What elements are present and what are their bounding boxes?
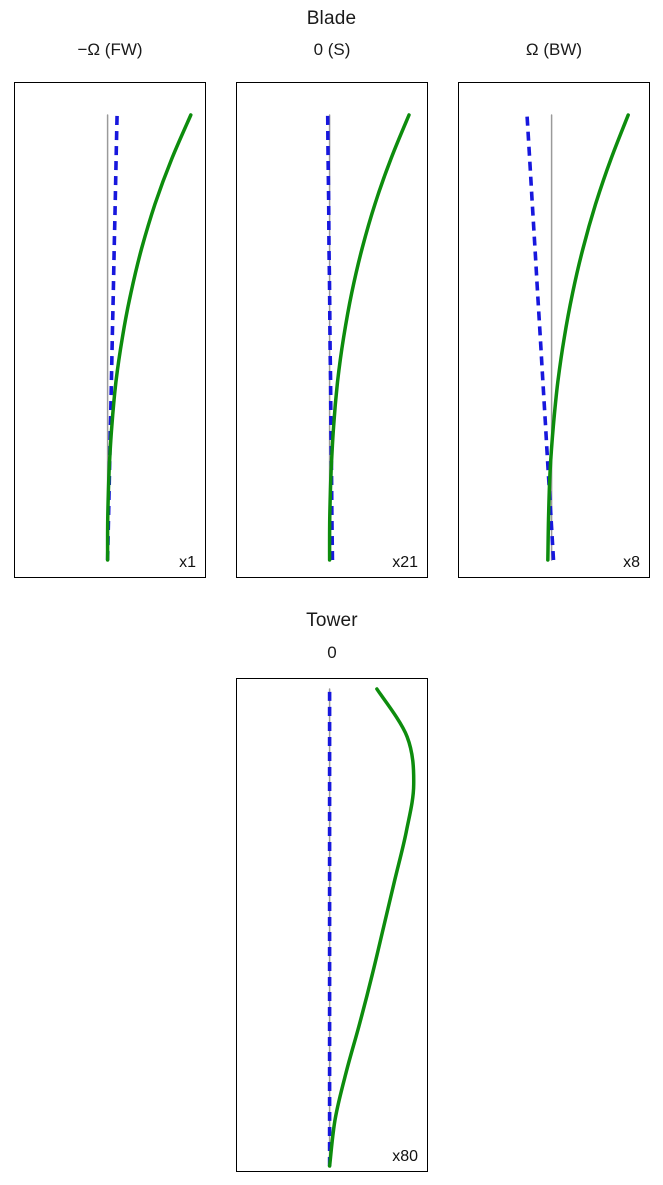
scale-label-blade-bw: x8 xyxy=(623,554,640,571)
panel-label-tower: 0 xyxy=(327,643,337,662)
panel-blade-fw: x1 xyxy=(14,82,206,578)
blade-group-title: Blade xyxy=(306,8,357,29)
scale-label-blade-sym: x21 xyxy=(392,554,418,571)
panel-label-blade-sym: 0 (S) xyxy=(313,40,351,59)
panel-label-blade-bw: Ω (BW) xyxy=(525,40,583,59)
deformed-mode-curve xyxy=(327,687,416,1168)
panel-tower: x80 xyxy=(236,678,428,1172)
modeshape-plot-blade-sym xyxy=(325,113,411,562)
panel-blade-bw: x8 xyxy=(458,82,650,578)
scale-label-blade-fw: x1 xyxy=(179,554,196,571)
modeshape-plot-blade-fw xyxy=(105,113,193,562)
scale-label-tower: x80 xyxy=(392,1148,418,1165)
panel-blade-sym: x21 xyxy=(236,82,428,578)
panel-label-blade-fw: −Ω (FW) xyxy=(77,40,143,59)
tower-group-title: Tower xyxy=(306,610,358,631)
modeshape-plot-blade-bw xyxy=(525,113,630,562)
modeshape-plot-tower xyxy=(327,687,416,1168)
deformed-mode-curve xyxy=(105,113,193,562)
deformed-mode-curve xyxy=(327,113,411,562)
deformed-mode-curve xyxy=(546,113,630,562)
